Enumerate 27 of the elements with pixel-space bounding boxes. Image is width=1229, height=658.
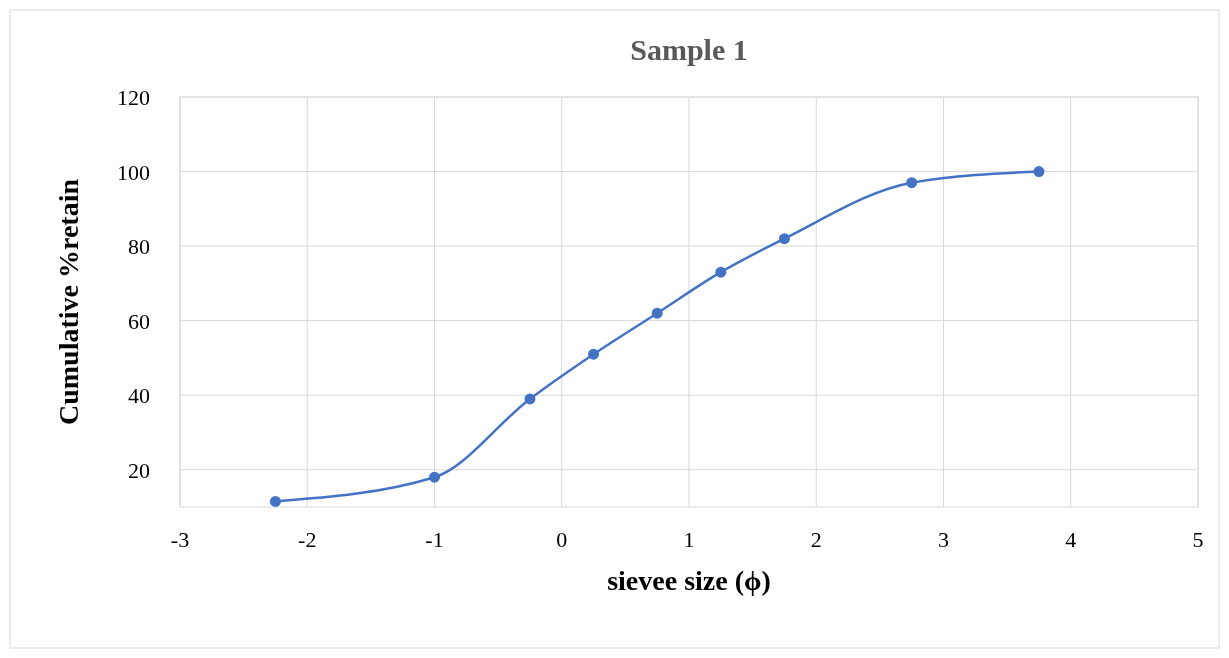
y-tick-label: 60 xyxy=(128,308,150,334)
y-tick-label: 120 xyxy=(117,85,150,110)
point xyxy=(524,393,536,405)
point xyxy=(906,177,918,189)
x-tick-label: 0 xyxy=(556,527,568,552)
point xyxy=(429,471,440,483)
point xyxy=(1033,166,1045,178)
x-tick-label: -2 xyxy=(298,527,317,552)
point xyxy=(715,266,727,278)
y-tick-label: 40 xyxy=(128,383,150,409)
x-tick-label: 4 xyxy=(1065,527,1077,552)
x-tick-label: 3 xyxy=(938,527,949,552)
x-axis-title: sievee size (ϕ) xyxy=(607,565,771,596)
y-tick-label: 100 xyxy=(117,159,150,185)
y-axis-title: Cumulative %retain xyxy=(53,178,84,426)
point xyxy=(778,233,790,245)
x-tick-label: 5 xyxy=(1192,527,1204,552)
y-tick-label: 80 xyxy=(128,234,150,260)
point xyxy=(588,348,600,360)
chart-title: Sample 1 xyxy=(630,33,748,66)
y-tick-label: 20 xyxy=(128,457,150,483)
point xyxy=(651,307,663,319)
x-tick-label: 2 xyxy=(810,527,822,552)
point xyxy=(269,495,281,507)
x-tick-label: -1 xyxy=(425,527,444,552)
x-tick-label: 1 xyxy=(683,527,695,552)
x-tick-label: -3 xyxy=(170,527,190,552)
